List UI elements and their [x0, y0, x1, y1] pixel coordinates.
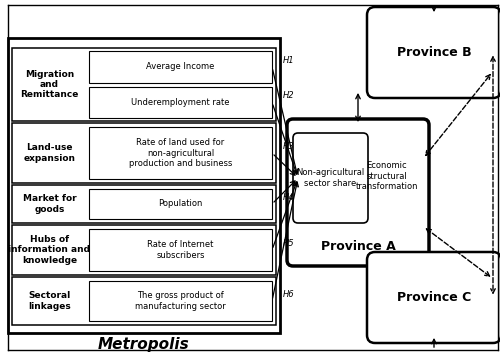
Text: H3: H3 [283, 142, 294, 151]
Text: Province A: Province A [320, 240, 396, 252]
Bar [89, 189, 272, 219]
Bar [12, 185, 276, 223]
Bar [89, 51, 272, 82]
Text: H1: H1 [283, 56, 294, 65]
Bar [8, 38, 280, 333]
Bar [89, 229, 272, 271]
Bar [12, 225, 276, 275]
FancyBboxPatch shape [367, 252, 500, 343]
Text: Metropolis: Metropolis [98, 337, 190, 352]
Bar [12, 277, 276, 325]
Bar [12, 123, 276, 183]
Text: Non-agricultural
sector share: Non-agricultural sector share [296, 168, 364, 188]
Text: Sectoral
linkages: Sectoral linkages [28, 291, 71, 311]
Text: Land-use
expansion: Land-use expansion [24, 143, 76, 163]
Text: Hubs of
information and
knowledge: Hubs of information and knowledge [8, 235, 90, 265]
Bar [12, 48, 276, 121]
Text: Rate of land used for
non-agricultural
production and business: Rate of land used for non-agricultural p… [129, 138, 232, 168]
Text: Economic
structural
transformation: Economic structural transformation [356, 161, 418, 191]
Text: Province B: Province B [396, 46, 471, 59]
Bar [89, 281, 272, 321]
Text: Province C: Province C [397, 291, 471, 304]
Text: H6: H6 [283, 290, 294, 299]
Text: Market for
goods: Market for goods [22, 194, 76, 214]
Text: Underemployment rate: Underemployment rate [131, 98, 230, 107]
Text: Average Income: Average Income [146, 62, 214, 71]
Bar [89, 127, 272, 179]
FancyBboxPatch shape [367, 7, 500, 98]
Text: H2: H2 [283, 91, 294, 100]
Text: H5: H5 [283, 239, 294, 248]
FancyBboxPatch shape [287, 119, 429, 266]
Text: Migration
and
Remittance: Migration and Remittance [20, 70, 78, 99]
Text: The gross product of
manufacturing sector: The gross product of manufacturing secto… [135, 291, 226, 311]
Text: H4: H4 [283, 193, 294, 202]
Text: Population: Population [158, 200, 202, 208]
Text: Rate of Internet
subscribers: Rate of Internet subscribers [148, 240, 214, 260]
FancyBboxPatch shape [293, 133, 368, 223]
Bar [89, 86, 272, 118]
